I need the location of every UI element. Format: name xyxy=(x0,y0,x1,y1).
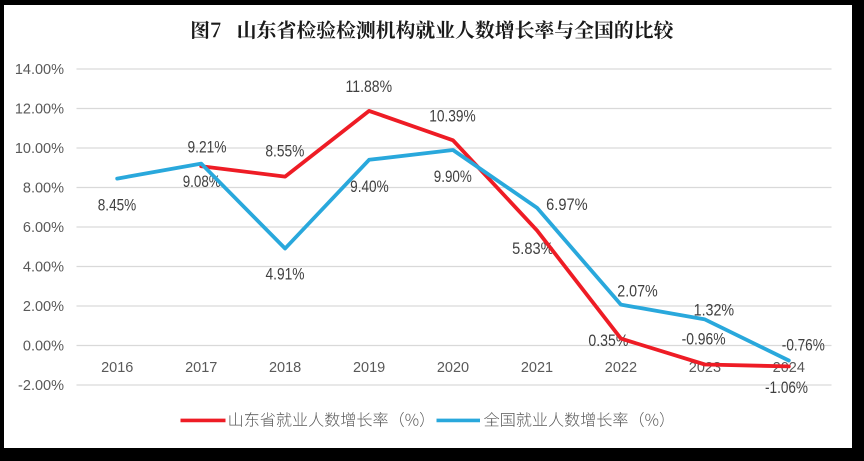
svg-text:-0.76%: -0.76% xyxy=(782,336,825,354)
svg-text:6.00%: 6.00% xyxy=(23,220,64,236)
svg-text:8.00%: 8.00% xyxy=(23,181,64,197)
svg-text:1.32%: 1.32% xyxy=(694,302,735,320)
svg-text:2021: 2021 xyxy=(521,360,553,376)
svg-text:0.00%: 0.00% xyxy=(23,339,64,355)
svg-text:2018: 2018 xyxy=(269,360,301,376)
svg-text:2020: 2020 xyxy=(437,360,469,376)
svg-text:-2.00%: -2.00% xyxy=(18,378,64,394)
svg-text:11.88%: 11.88% xyxy=(346,78,393,96)
svg-text:2022: 2022 xyxy=(605,360,637,376)
svg-text:2.00%: 2.00% xyxy=(23,299,64,315)
svg-text:2.07%: 2.07% xyxy=(617,283,658,301)
svg-text:9.08%: 9.08% xyxy=(183,173,221,191)
svg-text:8.45%: 8.45% xyxy=(98,197,137,215)
svg-text:6.97%: 6.97% xyxy=(546,196,588,214)
svg-text:-1.06%: -1.06% xyxy=(765,379,808,397)
svg-text:10.00%: 10.00% xyxy=(15,141,64,157)
svg-text:9.40%: 9.40% xyxy=(350,178,389,196)
svg-text:4.00%: 4.00% xyxy=(23,260,64,276)
svg-text:2019: 2019 xyxy=(353,360,385,376)
svg-text:4.91%: 4.91% xyxy=(266,265,305,283)
svg-text:0.35%: 0.35% xyxy=(588,332,628,350)
svg-text:14.00%: 14.00% xyxy=(15,62,64,78)
svg-text:2017: 2017 xyxy=(185,360,217,376)
svg-text:-0.96%: -0.96% xyxy=(682,331,726,349)
svg-text:9.21%: 9.21% xyxy=(188,138,227,156)
svg-text:12.00%: 12.00% xyxy=(15,102,64,118)
svg-text:5.83%: 5.83% xyxy=(512,240,554,258)
svg-text:9.90%: 9.90% xyxy=(434,168,472,186)
svg-text:8.55%: 8.55% xyxy=(265,142,304,160)
svg-text:2016: 2016 xyxy=(101,360,133,376)
svg-text:10.39%: 10.39% xyxy=(429,107,476,125)
